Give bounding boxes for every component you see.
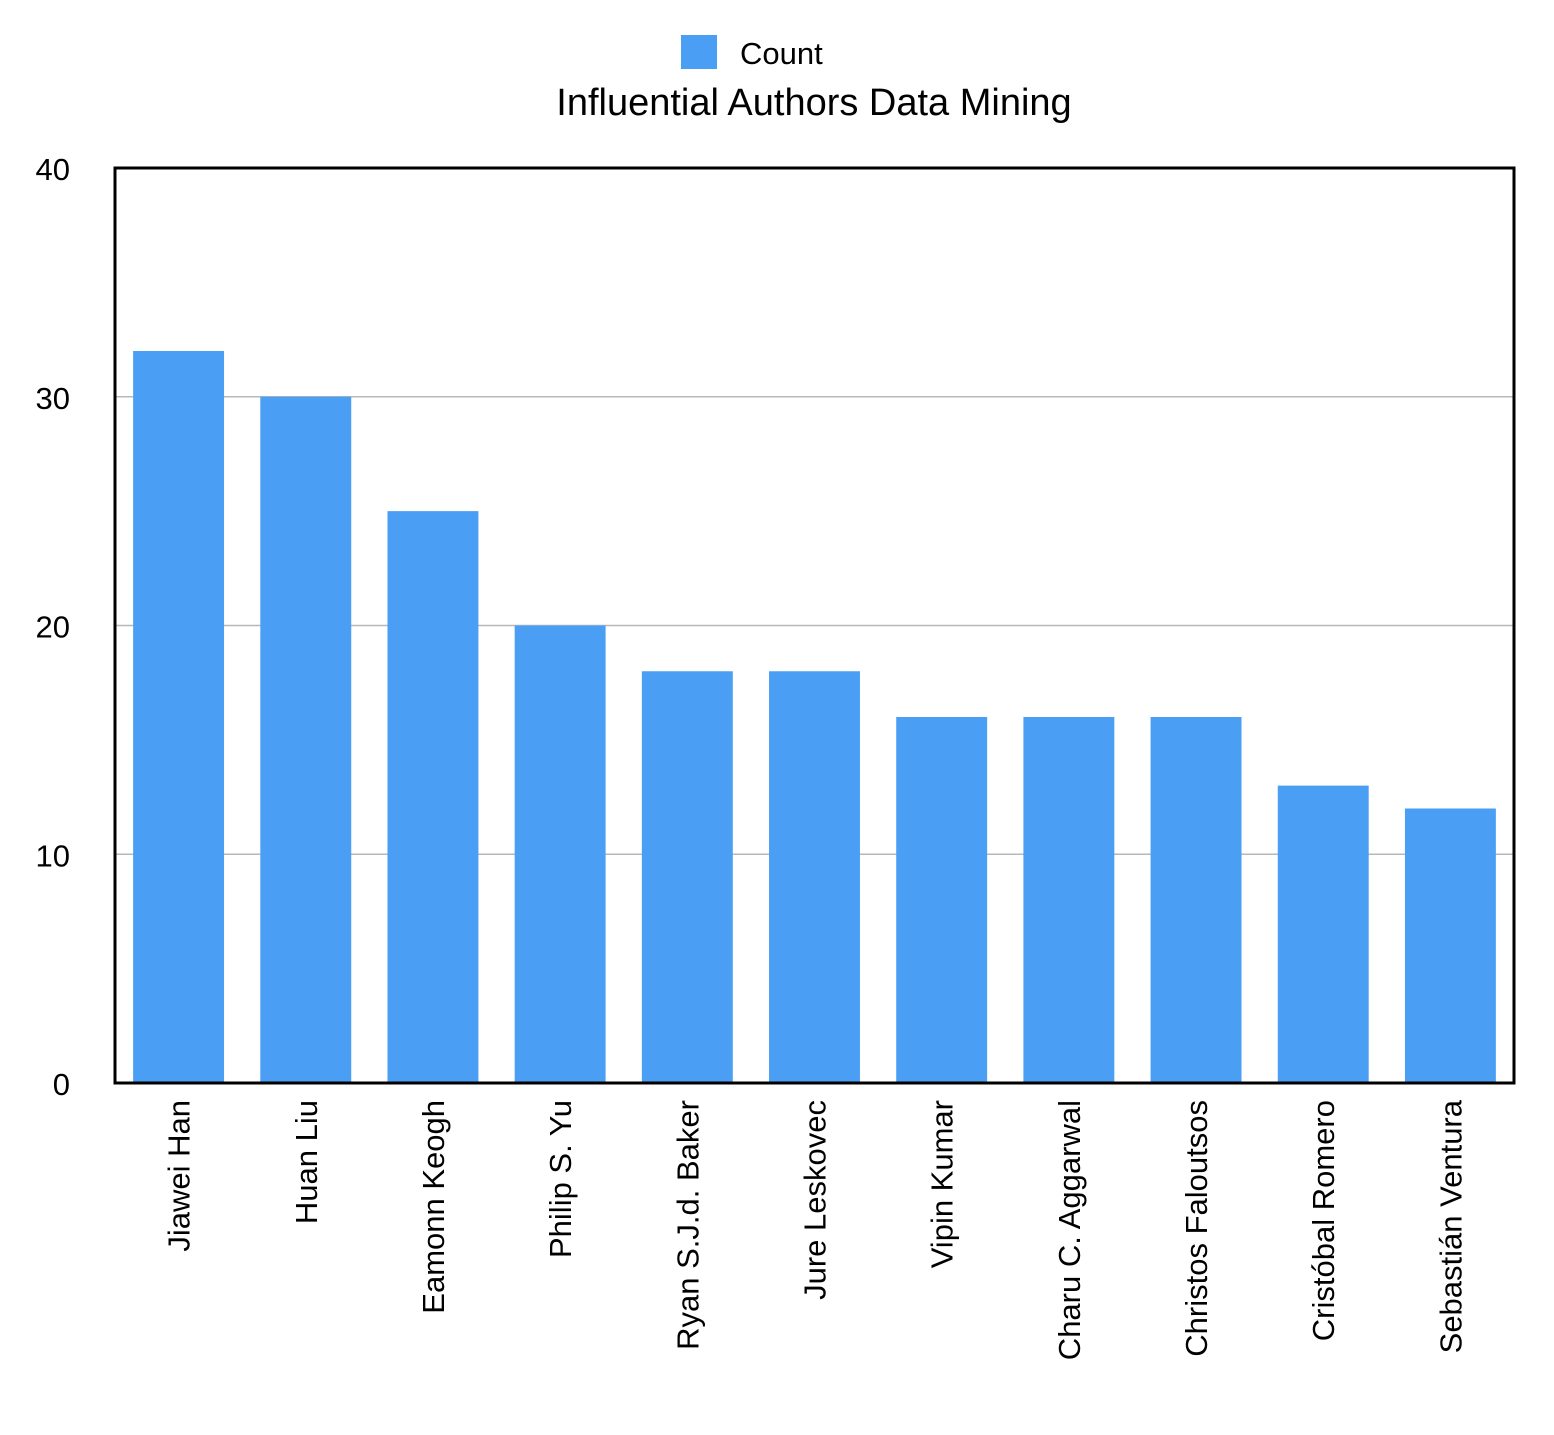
chart-title: Influential Authors Data Mining (556, 82, 1071, 124)
bar-christos-faloutsos (1150, 717, 1242, 1083)
x-tick-label-jure-leskovec: Jure Leskovec (798, 1100, 833, 1300)
y-tick-label-0: 0 (53, 1067, 70, 1102)
y-axis-tick-labels: 0 10 20 30 40 (36, 152, 70, 1102)
x-tick-label-ryan-s-j-d-baker: Ryan S.J.d. Baker (670, 1100, 705, 1350)
y-tick-label-10: 10 (36, 838, 70, 873)
x-tick-label-philip-s-yu: Philip S. Yu (543, 1100, 578, 1258)
legend-swatch (681, 35, 717, 69)
bar-crist-bal-romero (1277, 785, 1369, 1083)
x-tick-label-christos-faloutsos: Christos Faloutsos (1179, 1100, 1214, 1357)
y-tick-label-20: 20 (36, 610, 70, 645)
bar-eamonn-keogh (387, 511, 479, 1083)
x-tick-label-huan-liu: Huan Liu (289, 1100, 324, 1224)
x-tick-label-sebasti-n-ventura: Sebastián Ventura (1433, 1099, 1468, 1353)
legend-label-count: Count (740, 36, 823, 71)
bar-philip-s-yu (514, 625, 606, 1083)
bar-sebasti-n-ventura (1404, 808, 1496, 1083)
x-tick-label-vipin-kumar: Vipin Kumar (925, 1100, 960, 1268)
y-tick-label-30: 30 (36, 381, 70, 416)
y-tick-label-40: 40 (36, 152, 70, 187)
x-tick-label-crist-bal-romero: Cristóbal Romero (1306, 1100, 1341, 1341)
bar-ryan-s-j-d-baker (641, 671, 733, 1083)
bar-jiawei-han (133, 351, 225, 1083)
bars (133, 351, 1496, 1083)
bar-huan-liu (260, 396, 352, 1083)
legend: Count (681, 35, 823, 71)
bar-vipin-kumar (896, 717, 988, 1083)
x-axis-tick-labels: Jiawei Han Huan Liu Eamonn Keogh Philip S. … (162, 1099, 1469, 1360)
bar-charu-c-aggarwal (1023, 717, 1115, 1083)
x-tick-label-charu-c-aggarwal: Charu C. Aggarwal (1052, 1100, 1087, 1360)
x-tick-label-eamonn-keogh: Eamonn Keogh (416, 1100, 451, 1314)
bar-jure-leskovec (769, 671, 860, 1083)
plot-area-frame (113, 166, 1516, 1085)
x-tick-label-jiawei-han: Jiawei Han (162, 1100, 197, 1252)
